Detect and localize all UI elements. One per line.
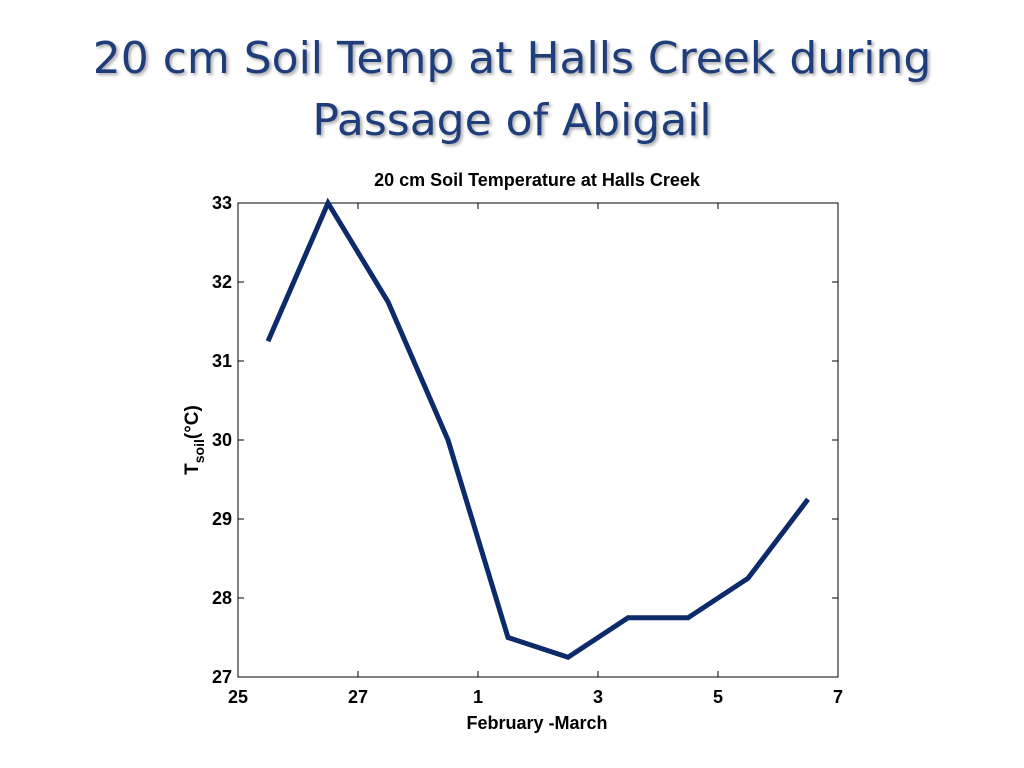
slide-title: 20 cm Soil Temp at Halls Creek during Pa… <box>0 28 1024 152</box>
x-axis: 25 27 1 3 5 7 <box>228 203 843 707</box>
x-axis-label: February -March <box>466 713 607 733</box>
y-tick-label: 27 <box>212 667 232 687</box>
y-axis-label-unit: (°C) <box>182 405 203 439</box>
y-axis-label-main: T <box>182 463 203 475</box>
x-tick-label: 25 <box>228 687 248 707</box>
y-axis: 27 28 29 30 31 32 33 <box>212 193 838 687</box>
y-tick-label: 30 <box>212 430 232 450</box>
series-line <box>265 197 810 661</box>
x-tick-label: 1 <box>473 687 483 707</box>
y-axis-label: Tsoil(°C) <box>182 405 207 475</box>
y-tick-label: 28 <box>212 588 232 608</box>
y-tick-label: 33 <box>212 193 232 213</box>
x-tick-label: 27 <box>348 687 368 707</box>
slide-title-line-2: Passage of Abigail <box>312 95 712 146</box>
y-tick-label: 32 <box>212 272 232 292</box>
y-tick-label: 31 <box>212 351 232 371</box>
y-axis-label-subscript: soil <box>191 439 207 463</box>
x-tick-label: 5 <box>713 687 723 707</box>
x-tick-label: 3 <box>593 687 603 707</box>
chart-title: 20 cm Soil Temperature at Halls Creek <box>374 170 701 190</box>
slide-title-line-1: 20 cm Soil Temp at Halls Creek during <box>92 33 932 84</box>
plot-frame <box>237 202 839 678</box>
series-layer <box>265 197 810 661</box>
y-tick-label: 29 <box>212 509 232 529</box>
x-tick-label: 7 <box>833 687 843 707</box>
